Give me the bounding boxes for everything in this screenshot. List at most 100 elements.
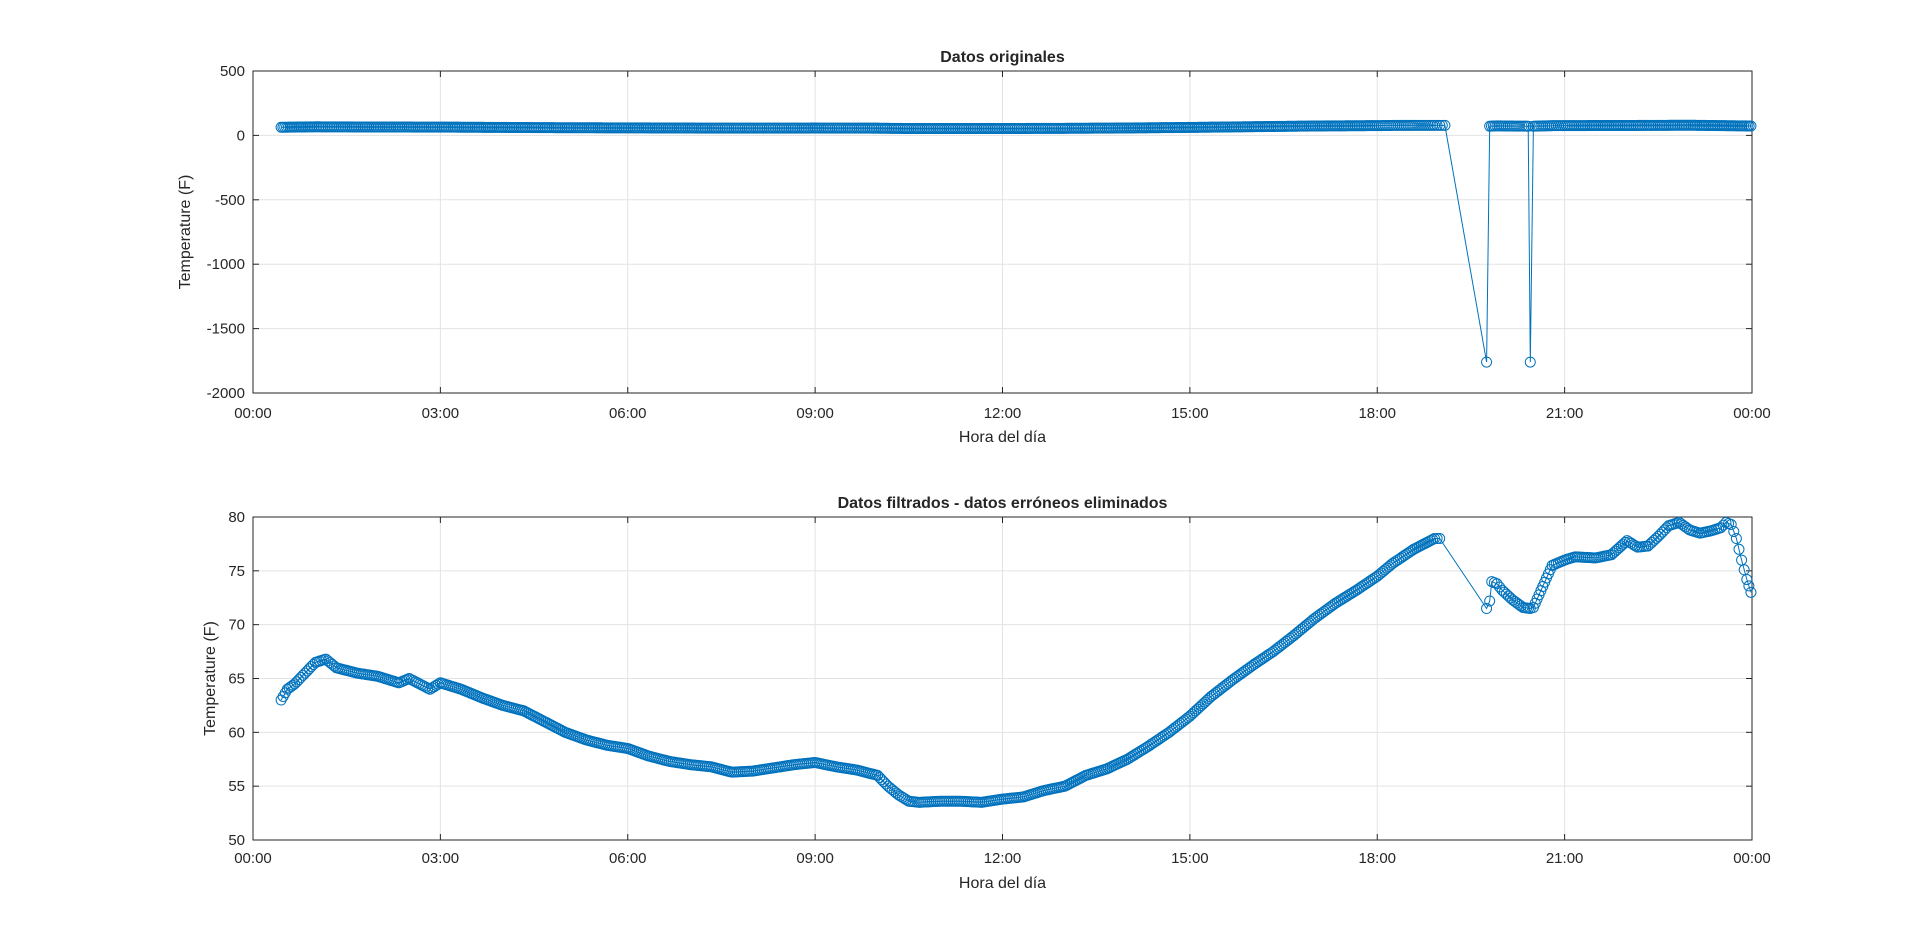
data-point xyxy=(1171,720,1183,732)
data-point xyxy=(1385,559,1397,571)
data-point xyxy=(1311,611,1323,623)
data-point xyxy=(1214,683,1226,695)
data-point xyxy=(1205,691,1217,703)
x-tick-label: 12:00 xyxy=(984,405,1022,422)
data-point xyxy=(1654,528,1666,540)
y-axis-label: Temperature (F) xyxy=(202,621,219,736)
data-point xyxy=(1313,609,1325,621)
data-point xyxy=(1733,543,1745,555)
data-point xyxy=(1648,534,1660,546)
data-point xyxy=(1427,534,1439,546)
y-tick-label: -1500 xyxy=(207,321,245,338)
data-point xyxy=(1502,590,1514,602)
data-point xyxy=(1316,607,1328,619)
data-point xyxy=(1646,536,1658,548)
data-point xyxy=(876,774,888,786)
plot-original-data: 00:00 03:00 06:00 09:00 12:00 15:00 18:00 21:00… xyxy=(177,49,1771,446)
data-point xyxy=(1178,715,1190,727)
y-tick-label: 60 xyxy=(228,724,245,741)
data-point xyxy=(1279,637,1291,649)
data-point xyxy=(1271,643,1283,655)
data-point xyxy=(1243,662,1255,674)
x-tick-label: 00:00 xyxy=(234,850,272,867)
x-tick-label: 15:00 xyxy=(1171,405,1209,422)
data-point xyxy=(1745,120,1757,132)
axes-frame xyxy=(252,516,1753,841)
data-point xyxy=(1322,603,1334,615)
data-point xyxy=(1429,533,1441,545)
y-tick-label: 55 xyxy=(228,778,245,795)
data-point xyxy=(1484,595,1496,607)
data-point xyxy=(1244,661,1256,673)
data-point xyxy=(1434,119,1446,131)
y-tick-label: -500 xyxy=(215,192,245,209)
x-tick-label: 06:00 xyxy=(609,850,647,867)
data-point xyxy=(1235,668,1247,680)
data-point xyxy=(1222,678,1234,690)
y-tick-label: -2000 xyxy=(207,385,245,402)
series-line xyxy=(280,521,1752,803)
data-point xyxy=(1309,612,1321,624)
data-point xyxy=(1652,530,1664,542)
data-point xyxy=(1434,533,1446,545)
data-point xyxy=(1207,689,1219,701)
data-point xyxy=(1216,682,1228,694)
axes-frame xyxy=(252,70,1753,394)
data-point xyxy=(1725,519,1737,531)
data-point xyxy=(422,682,434,694)
data-point xyxy=(1436,119,1448,131)
data-point xyxy=(1524,356,1536,368)
data-point xyxy=(1212,685,1224,697)
data-point xyxy=(1210,686,1222,698)
x-tick-label: 09:00 xyxy=(796,850,834,867)
y-tick-label: 65 xyxy=(228,671,245,688)
chart-title: Datos filtrados - datos erróneos elimina… xyxy=(838,495,1168,512)
data-point xyxy=(1320,604,1332,616)
y-tick-label: 50 xyxy=(228,832,245,849)
data-point xyxy=(872,769,884,781)
data-point xyxy=(289,678,301,690)
data-point xyxy=(1481,603,1493,615)
data-point xyxy=(1318,605,1330,617)
data-point xyxy=(303,663,315,675)
x-tick-label: 03:00 xyxy=(422,850,460,867)
plot-filtered-data: 00:00 03:00 06:00 09:00 12:00 15:00 18:00 21:00… xyxy=(202,495,1771,892)
x-axis-label: Hora del día xyxy=(959,875,1046,892)
data-point xyxy=(878,776,890,788)
data-point xyxy=(1498,586,1510,598)
data-point xyxy=(1265,647,1277,659)
data-point xyxy=(1275,640,1287,652)
data-point xyxy=(1163,726,1175,738)
y-tick-label: 70 xyxy=(228,617,245,634)
data-point xyxy=(1656,526,1668,538)
data-point xyxy=(1324,601,1336,613)
data-point xyxy=(295,671,307,683)
data-point xyxy=(293,674,305,686)
data-point xyxy=(1173,719,1185,731)
x-tick-label: 03:00 xyxy=(422,405,460,422)
data-point xyxy=(1280,635,1292,647)
data-point xyxy=(1741,573,1753,585)
x-tick-label: 00:00 xyxy=(1733,405,1771,422)
data-point xyxy=(1717,519,1729,531)
data-point xyxy=(1229,672,1241,684)
x-tick-label: 15:00 xyxy=(1171,850,1209,867)
data-point xyxy=(283,682,295,694)
data-point xyxy=(1282,634,1294,646)
x-tick-label: 06:00 xyxy=(609,405,647,422)
data-point xyxy=(1314,608,1326,620)
data-point xyxy=(291,676,303,688)
data-point xyxy=(1267,646,1279,658)
data-point xyxy=(1439,119,1451,131)
data-point xyxy=(275,694,287,706)
data-point xyxy=(1326,600,1338,612)
data-point xyxy=(1169,722,1181,734)
data-point xyxy=(1241,664,1253,676)
data-point xyxy=(1743,580,1755,592)
data-point xyxy=(1745,586,1757,598)
y-tick-label: -1000 xyxy=(207,256,245,273)
y-tick-label: 0 xyxy=(237,127,245,144)
data-point xyxy=(880,778,892,790)
data-point xyxy=(874,772,886,784)
